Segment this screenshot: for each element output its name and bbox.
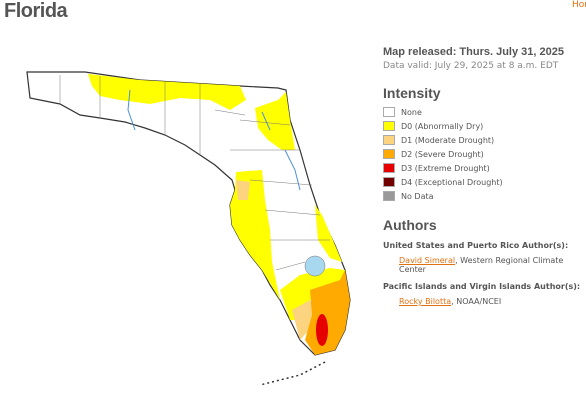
- legend-label: None: [401, 107, 422, 117]
- legend-item: None: [383, 105, 583, 119]
- legend-label: No Data: [401, 191, 434, 201]
- legend: None D0 (Abnormally Dry) D1 (Moderate Drou…: [383, 105, 583, 203]
- authors: United States and Puerto Rico Author(s):…: [383, 241, 583, 306]
- legend-swatch: [383, 191, 395, 201]
- d0-north: [88, 74, 246, 110]
- legend-item: D0 (Abnormally Dry): [383, 119, 583, 133]
- author-line: David Simeral, Western Regional Climate …: [399, 256, 583, 274]
- legend-swatch: [383, 163, 395, 173]
- state-outline: [26, 71, 351, 356]
- legend-swatch: [383, 107, 395, 117]
- d3-area: [316, 314, 328, 346]
- lake-okeechobee: [304, 255, 326, 277]
- author-affiliation: , Western Regional Climate Center: [399, 256, 564, 274]
- d1-south: [292, 300, 318, 340]
- legend-item: D2 (Severe Drought): [383, 147, 583, 161]
- legend-swatch: [383, 177, 395, 187]
- d1-west: [236, 180, 250, 200]
- legend-item: No Data: [383, 189, 583, 203]
- legend-item: D4 (Exceptional Drought): [383, 175, 583, 189]
- author-heading: Pacific Islands and Virgin Islands Autho…: [383, 282, 581, 291]
- author-affiliation: , NOAA/NCEI: [451, 297, 502, 306]
- legend-swatch: [383, 135, 395, 145]
- legend-title: Intensity: [383, 85, 441, 101]
- legend-label: D2 (Severe Drought): [401, 149, 484, 159]
- legend-swatch: [383, 149, 395, 159]
- d0-west: [230, 170, 280, 300]
- author-heading: United States and Puerto Rico Author(s):: [383, 241, 569, 250]
- legend-label: D4 (Exceptional Drought): [401, 177, 503, 187]
- rivers: [127, 89, 301, 191]
- d0-east: [315, 205, 342, 262]
- home-link[interactable]: Hor: [572, 0, 586, 10]
- d0-northeast: [255, 92, 295, 150]
- legend-label: D3 (Extreme Drought): [401, 163, 490, 173]
- page-title: Florida: [4, 0, 68, 22]
- legend-swatch: [383, 121, 395, 131]
- legend-label: D0 (Abnormally Dry): [401, 121, 484, 131]
- side-panel: Map released: Thurs. July 31, 2025 Data …: [383, 46, 583, 306]
- author-link[interactable]: Rocky Bilotta: [399, 297, 452, 306]
- legend-item: D1 (Moderate Drought): [383, 133, 583, 147]
- legend-label: D1 (Moderate Drought): [401, 135, 495, 145]
- authors-title: Authors: [383, 217, 437, 233]
- county-lines: [59, 75, 330, 271]
- drought-map: [26, 71, 351, 386]
- author-link[interactable]: David Simeral: [399, 256, 456, 265]
- author-line: Rocky Bilotta, NOAA/NCEI: [399, 297, 583, 306]
- legend-item: D3 (Extreme Drought): [383, 161, 583, 175]
- keys: [259, 361, 326, 386]
- data-valid: Data valid: July 29, 2025 at 8 a.m. EDT: [383, 61, 559, 71]
- map-released: Map released: Thurs. July 31, 2025: [383, 46, 564, 58]
